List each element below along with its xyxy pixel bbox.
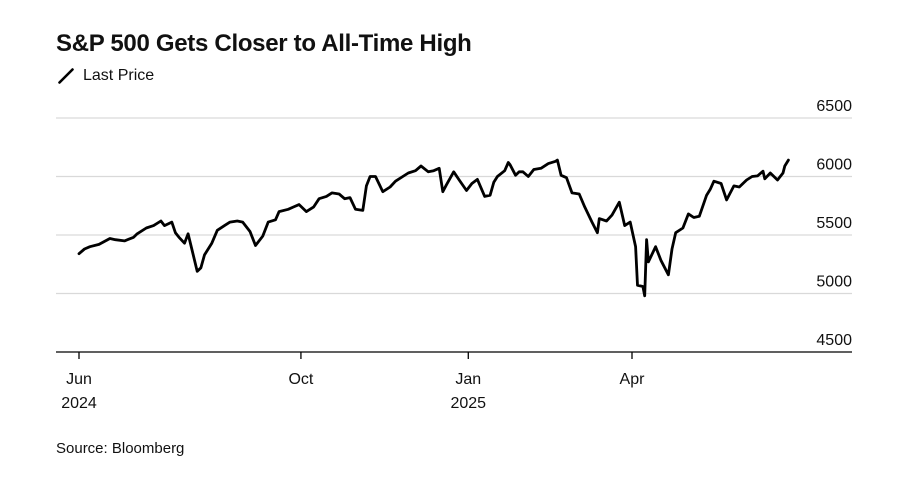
y-tick-label: 5500 (816, 215, 852, 232)
x-tick-label: Jan (455, 371, 481, 388)
x-tick-year-label: 2024 (61, 395, 97, 412)
chart-title: S&P 500 Gets Closer to All-Time High (56, 30, 472, 57)
x-tick-label: Apr (620, 371, 646, 388)
legend: Last Price (58, 66, 154, 86)
y-tick-label: 6500 (816, 98, 852, 115)
legend-label: Last Price (83, 67, 155, 84)
y-tick-label: 5000 (816, 274, 852, 291)
y-tick-label: 4500 (816, 332, 852, 349)
x-tick-label: Oct (288, 371, 313, 388)
source-note: Source: Bloomberg (56, 440, 185, 457)
series-line-last-price (77, 158, 790, 298)
y-tick-label: 6000 (816, 157, 852, 174)
x-tick-year-label: 2025 (450, 395, 486, 412)
line-swatch-icon (58, 68, 74, 84)
x-tick-label: Jun (66, 371, 92, 388)
